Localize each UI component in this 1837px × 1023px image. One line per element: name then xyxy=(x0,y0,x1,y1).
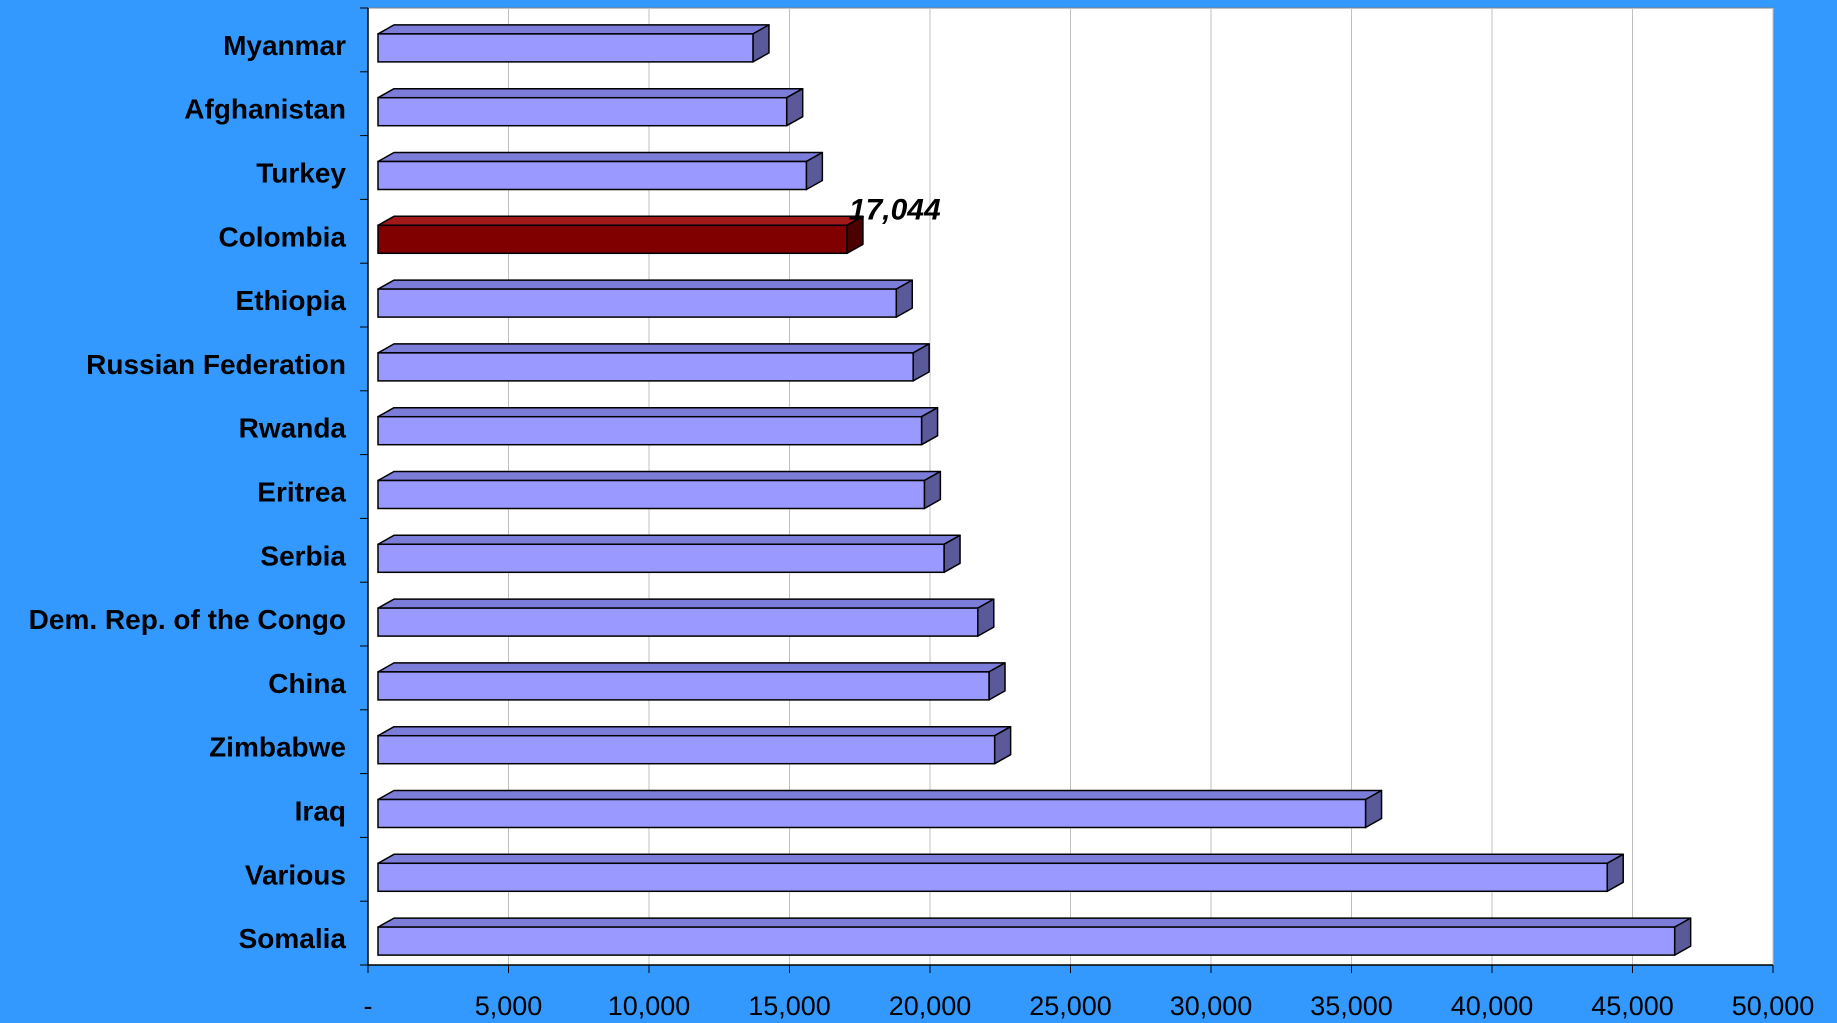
bar-turkey xyxy=(377,151,824,191)
category-label: Various xyxy=(245,859,346,890)
bar-colombia xyxy=(377,215,864,255)
bar-top-face xyxy=(377,406,939,418)
bar-eritrea xyxy=(377,470,942,510)
x-tick-label: 20,000 xyxy=(889,991,972,1021)
bar-front-face xyxy=(377,543,945,574)
bar-myanmar xyxy=(377,24,770,63)
bar-front-face xyxy=(377,926,1676,956)
category-label: Rwanda xyxy=(239,413,347,444)
bar-top-face xyxy=(377,662,1006,673)
bar-rwanda xyxy=(377,406,939,446)
bar-front-face xyxy=(377,288,898,318)
category-label: Ethiopia xyxy=(236,285,347,316)
bar-front-face xyxy=(377,96,788,127)
bar-dem-rep-of-the-congo xyxy=(377,598,995,637)
bar-serbia xyxy=(377,534,961,574)
x-tick-label: - xyxy=(364,991,373,1021)
category-label: Russian Federation xyxy=(86,349,346,380)
x-tick-label: 30,000 xyxy=(1170,991,1253,1021)
bar-top-face xyxy=(377,279,914,290)
x-tick-label: 5,000 xyxy=(475,991,543,1021)
bar-afghanistan xyxy=(377,87,804,127)
bar-china xyxy=(377,662,1006,701)
x-tick-label: 40,000 xyxy=(1451,991,1534,1021)
bar-front-face xyxy=(377,862,1608,893)
category-label: Myanmar xyxy=(223,30,346,61)
bar-front-face xyxy=(377,352,914,382)
data-label: 17,044 xyxy=(849,193,941,226)
x-tick-label: 15,000 xyxy=(748,991,831,1021)
category-label: Turkey xyxy=(256,158,346,189)
bar-somalia xyxy=(377,917,1692,956)
bar-top-face xyxy=(377,598,995,609)
bar-top-face xyxy=(377,917,1692,928)
category-label: Dem. Rep. of the Congo xyxy=(29,604,346,635)
bar-top-face xyxy=(377,470,942,482)
bar-top-face xyxy=(377,789,1383,801)
x-tick-label: 50,000 xyxy=(1732,991,1815,1021)
bar-front-face xyxy=(377,224,848,255)
x-tick-label: 35,000 xyxy=(1310,991,1393,1021)
bar-top-face xyxy=(377,151,824,163)
bar-top-face xyxy=(377,343,930,354)
bar-top-face xyxy=(377,534,961,546)
bar-front-face xyxy=(377,607,979,637)
bar-front-face xyxy=(377,734,996,765)
category-label: Iraq xyxy=(295,796,346,827)
bar-front-face xyxy=(377,160,808,191)
category-label: China xyxy=(268,668,346,699)
bar-zimbabwe xyxy=(377,725,1012,765)
bar-front-face xyxy=(377,33,754,63)
category-label: Serbia xyxy=(260,540,346,571)
bar-top-face xyxy=(377,725,1012,737)
bar-front-face xyxy=(377,671,990,701)
category-label: Eritrea xyxy=(257,477,346,508)
bar-iraq xyxy=(377,789,1383,829)
bar-russian-federation xyxy=(377,343,930,382)
category-label: Somalia xyxy=(239,923,347,954)
bar-top-face xyxy=(377,24,770,35)
category-label: Afghanistan xyxy=(184,94,346,125)
category-label: Colombia xyxy=(218,221,346,252)
bar-ethiopia xyxy=(377,279,914,318)
bar-front-face xyxy=(377,479,926,510)
bar-top-face xyxy=(377,215,864,227)
category-label: Zimbabwe xyxy=(209,732,346,763)
x-tick-label: 25,000 xyxy=(1029,991,1112,1021)
bar-front-face xyxy=(377,415,923,446)
bar-front-face xyxy=(377,798,1367,829)
bar-various xyxy=(377,853,1624,893)
x-tick-label: 45,000 xyxy=(1591,991,1674,1021)
x-tick-label: 10,000 xyxy=(608,991,691,1021)
bar-top-face xyxy=(377,853,1624,865)
bar-top-face xyxy=(377,87,804,99)
